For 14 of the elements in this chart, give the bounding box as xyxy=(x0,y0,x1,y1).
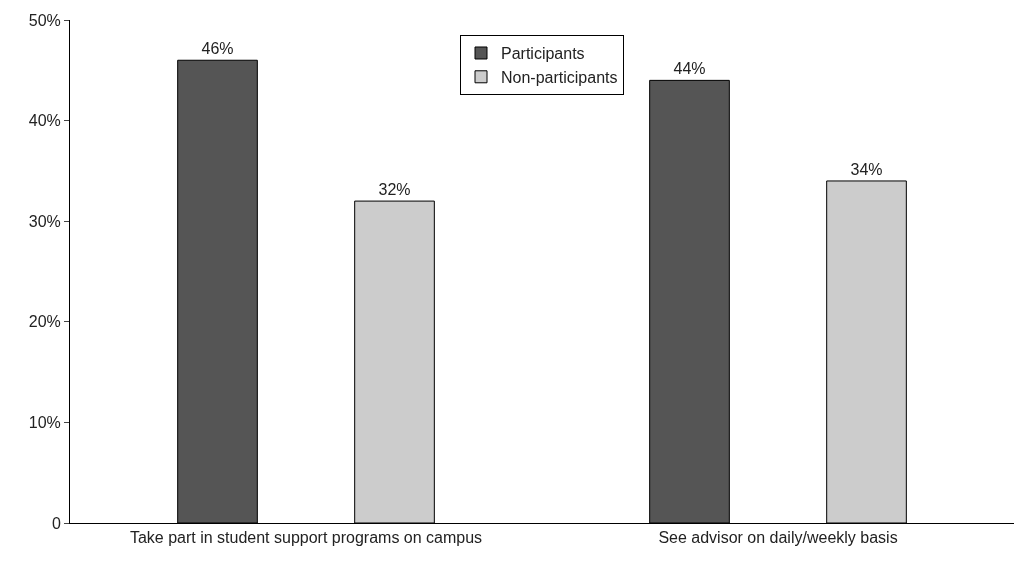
y-tick-label: 40% xyxy=(28,112,61,130)
x-tick-label: Take part in student support programs on campus xyxy=(129,529,483,547)
y-tick-label: 20% xyxy=(28,313,61,331)
data-label: 44% xyxy=(673,60,706,78)
y-tick-label: 10% xyxy=(28,414,61,431)
y-tick-label: 50% xyxy=(28,11,61,29)
legend-label: Non-participants xyxy=(501,69,618,87)
y-tick-label: 0 xyxy=(51,514,61,532)
y-tick-label: 30% xyxy=(28,212,61,230)
data-label: 46% xyxy=(201,40,234,58)
x-tick-label: See advisor on daily/weekly basis xyxy=(658,529,898,547)
data-label: 32% xyxy=(378,181,411,199)
data-label: 34% xyxy=(850,160,883,178)
legend-label: Participants xyxy=(501,45,585,63)
